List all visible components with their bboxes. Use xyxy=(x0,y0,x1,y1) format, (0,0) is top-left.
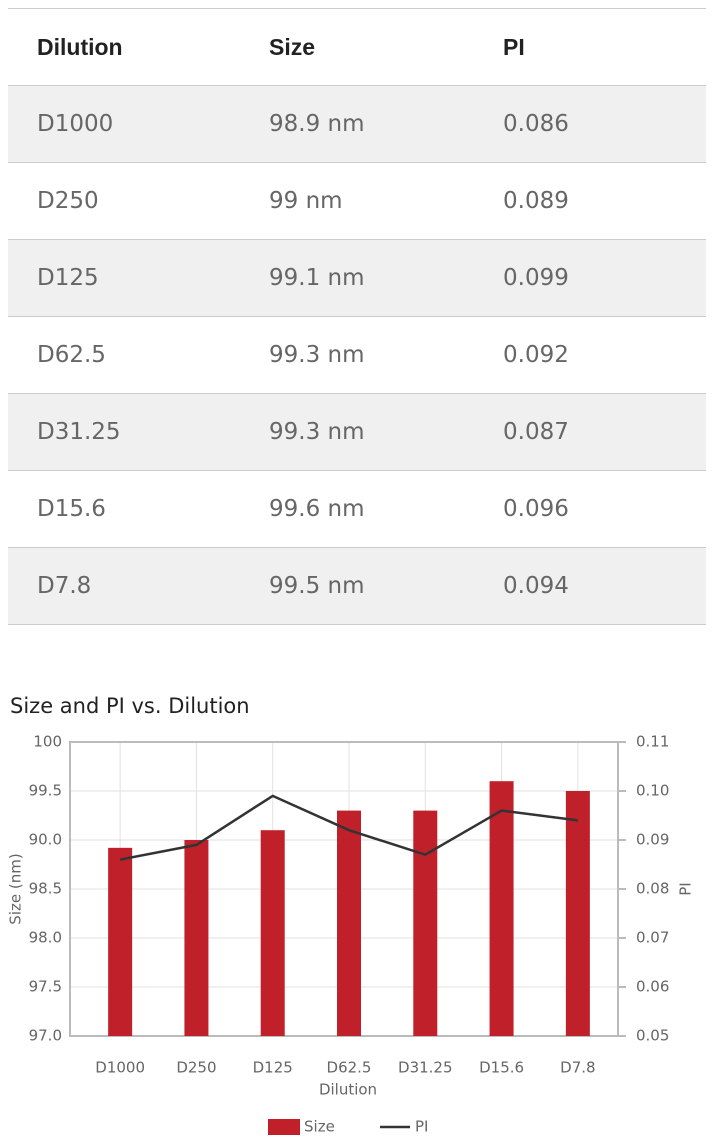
y2-tick-label: 0.06 xyxy=(636,978,669,996)
y-tick-label: 98.0 xyxy=(29,929,62,947)
header-row: Dilution Size PI xyxy=(8,9,706,86)
table-row: D125 99.1 nm 0.099 xyxy=(8,240,706,317)
bar xyxy=(260,830,285,1036)
table-cell: D7.8 xyxy=(37,573,92,599)
table-cell: 0.087 xyxy=(503,419,569,445)
table-cell: 0.092 xyxy=(503,342,569,368)
chart: Size and PI vs. Dilution Dilution Size (… xyxy=(7,694,695,1136)
header-cell: PI xyxy=(503,34,525,60)
legend-label: Size xyxy=(304,1118,335,1136)
table-cell: 99.6 nm xyxy=(269,496,365,522)
y2-axis-label: PI xyxy=(677,882,695,895)
bar xyxy=(108,847,133,1036)
table-cell: 0.086 xyxy=(503,111,569,137)
y-tick-label: 90.0 xyxy=(29,831,62,849)
y2-tick-label: 0.10 xyxy=(636,782,669,800)
y-tick-label: 98.5 xyxy=(29,880,62,898)
y-tick-label: 100 xyxy=(33,733,62,751)
x-tick-label: D1000 xyxy=(95,1059,145,1077)
y2-tick-label: 0.09 xyxy=(636,831,669,849)
table-row: D250 99 nm 0.089 xyxy=(8,163,706,240)
bar xyxy=(565,791,590,1036)
table-row: D15.6 99.6 nm 0.096 xyxy=(8,471,706,548)
bar xyxy=(413,810,438,1036)
table-cell: 0.096 xyxy=(503,496,569,522)
legend-label: PI xyxy=(415,1118,428,1136)
y2-tick-label: 0.07 xyxy=(636,929,669,947)
x-tick-label: D31.25 xyxy=(398,1059,453,1077)
table-cell: 0.099 xyxy=(503,265,569,291)
table-cell: 0.089 xyxy=(503,188,569,214)
table-cell: D125 xyxy=(37,265,99,291)
bar xyxy=(489,781,514,1036)
table-row: D31.25 99.3 nm 0.087 xyxy=(8,394,706,471)
table-row: D1000 98.9 nm 0.086 xyxy=(8,86,706,163)
table-row: D7.8 99.5 nm 0.094 xyxy=(8,548,706,625)
y2-tick-label: 0.11 xyxy=(636,733,669,751)
x-tick-label: D7.8 xyxy=(560,1059,595,1077)
table-cell: 99.3 nm xyxy=(269,342,365,368)
header-cell: Size xyxy=(269,34,316,60)
table-cell: D1000 xyxy=(37,111,114,137)
y-axis-label: Size (nm) xyxy=(7,853,25,924)
legend-swatch xyxy=(268,1119,300,1135)
y2-tick-label: 0.08 xyxy=(636,880,669,898)
table-cell: 99 nm xyxy=(269,188,343,214)
table-cell: 99.3 nm xyxy=(269,419,365,445)
table-cell: D250 xyxy=(37,188,99,214)
table-cell: 99.1 nm xyxy=(269,265,365,291)
table-cell: 0.094 xyxy=(503,573,569,599)
x-tick-label: D125 xyxy=(253,1059,293,1077)
bar xyxy=(337,810,361,1036)
table-cell: D15.6 xyxy=(37,496,106,522)
x-axis-label: Dilution xyxy=(319,1081,377,1099)
line xyxy=(119,794,579,861)
table: Dilution Size PI D1000 98.9 nm 0.086 D250 99 nm… xyxy=(8,8,706,625)
header-cell: Dilution xyxy=(37,34,123,60)
y-tick-label: 99.5 xyxy=(29,782,62,800)
x-tick-label: D15.6 xyxy=(479,1059,524,1077)
bar xyxy=(184,840,209,1036)
table-cell: D31.25 xyxy=(37,419,121,445)
x-tick-label: D62.5 xyxy=(327,1059,372,1077)
x-tick-label: D250 xyxy=(176,1059,216,1077)
table-cell: D62.5 xyxy=(37,342,106,368)
chart-title: Size and PI vs. Dilution xyxy=(10,694,250,718)
table-cell: 98.9 nm xyxy=(269,111,365,137)
table-cell: 99.5 nm xyxy=(269,573,365,599)
y2-tick-label: 0.05 xyxy=(636,1027,669,1045)
table-row: D62.5 99.3 nm 0.092 xyxy=(8,317,706,394)
y-tick-label: 97.0 xyxy=(29,1027,62,1045)
y-tick-label: 97.5 xyxy=(29,978,62,996)
